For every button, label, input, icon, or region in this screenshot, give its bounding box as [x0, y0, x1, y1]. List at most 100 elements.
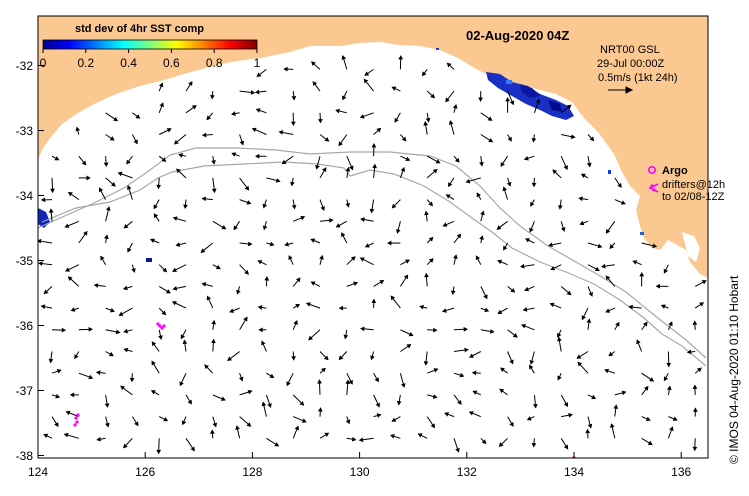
current-vector-head	[246, 422, 252, 427]
current-vector-head	[230, 111, 236, 116]
current-vector-head	[65, 267, 70, 272]
current-vector-head	[238, 376, 244, 382]
current-vector-head	[315, 164, 320, 170]
current-vector-head	[699, 302, 705, 307]
current-vector-head	[405, 156, 411, 162]
current-vector-head	[244, 185, 250, 191]
current-vector-head	[345, 379, 351, 385]
current-vector-head	[275, 178, 281, 183]
current-vector-head	[600, 263, 606, 269]
current-vector-head	[558, 205, 563, 210]
current-vector-head	[322, 167, 327, 173]
current-vector-head	[594, 266, 600, 272]
current-vector-head	[109, 136, 115, 141]
current-vector-head	[329, 218, 334, 223]
current-vector-head	[417, 433, 423, 438]
current-vector-head	[317, 379, 322, 384]
current-vector-head	[496, 225, 502, 230]
current-vector-head	[108, 351, 114, 357]
current-vector-head	[65, 410, 71, 416]
current-vector-head	[81, 160, 87, 166]
current-vector-head	[158, 82, 164, 88]
current-vector-head	[281, 159, 287, 165]
current-vector-head	[126, 159, 131, 165]
current-vector-head	[456, 233, 462, 239]
current-vector-head	[579, 220, 585, 226]
current-vector-head	[471, 370, 477, 376]
current-vector-head	[161, 310, 167, 316]
current-vector-head	[645, 416, 651, 422]
current-vector-head	[529, 359, 535, 365]
argo-line-2: to 02/08-12Z	[662, 191, 725, 203]
current-vector-head	[577, 361, 583, 367]
current-vector-head	[605, 228, 611, 234]
current-vector-head	[500, 367, 505, 372]
current-vector-head	[376, 127, 382, 133]
sst-std-patches	[38, 48, 644, 262]
colorbar-title: std dev of 4hr SST comp	[75, 23, 204, 35]
current-vector-head	[233, 225, 238, 231]
current-vector-head	[335, 223, 341, 228]
current-vector-head	[291, 95, 297, 101]
current-vector-head	[369, 208, 375, 214]
current-vector-head	[227, 356, 233, 361]
current-vector-head	[95, 370, 101, 376]
current-vector-head	[379, 280, 385, 285]
current-vector-head	[666, 362, 672, 368]
current-vector-head	[444, 412, 450, 417]
current-vector-head	[278, 130, 284, 135]
current-vector-head	[510, 288, 516, 293]
current-vector-head	[48, 358, 54, 364]
current-vector-head	[468, 411, 474, 416]
current-vector-head	[176, 168, 181, 174]
current-vector-head	[408, 331, 414, 337]
current-vector-head	[587, 423, 593, 429]
current-vector-head	[464, 347, 469, 353]
current-vector-head	[56, 369, 62, 374]
x-tick-label: 128	[242, 465, 262, 479]
current-vector-head	[390, 434, 395, 439]
current-vector-head	[210, 429, 215, 434]
current-vector-head	[428, 236, 434, 242]
current-vector-head	[390, 295, 396, 301]
current-vector-head	[605, 275, 611, 281]
current-vector-head	[463, 326, 469, 332]
current-vector-head	[122, 443, 128, 449]
current-vector-head	[165, 289, 171, 294]
current-vector-head	[506, 181, 512, 187]
current-vector-head	[64, 223, 70, 228]
info-line-3: 0.5m/s (1kt 24h)	[598, 72, 677, 84]
current-vector-head	[531, 138, 537, 143]
current-vector-head	[609, 423, 615, 428]
current-vector-head	[481, 439, 487, 445]
credit-text: © IMOS 04-Aug-2020 01:10 Hobart	[727, 275, 741, 464]
current-vector-head	[478, 97, 483, 102]
current-vector-head	[621, 390, 627, 396]
current-vector-head	[363, 78, 369, 84]
current-vector-head	[345, 419, 351, 425]
x-tick-label: 130	[350, 465, 370, 479]
current-vector-head	[113, 116, 119, 122]
current-vector-head	[349, 165, 354, 171]
current-vector-head	[686, 349, 692, 355]
current-vector-head	[69, 392, 75, 398]
current-vector-head	[446, 62, 452, 68]
current-vector-head	[317, 407, 323, 412]
current-vector-head	[161, 157, 167, 162]
y-tick-label: -38	[16, 449, 34, 463]
current-vector-head	[360, 217, 365, 222]
current-vector-head	[163, 417, 169, 422]
current-vector-head	[61, 327, 67, 333]
current-vector-head	[115, 329, 121, 335]
current-vector-head	[291, 204, 297, 210]
current-vector-head	[123, 328, 129, 334]
current-vector-head	[310, 61, 316, 67]
x-tick-label: 132	[457, 465, 477, 479]
current-vector-head	[335, 108, 340, 114]
current-vector-head	[156, 184, 162, 190]
current-vector-head	[435, 159, 441, 164]
current-vector-head	[441, 308, 447, 313]
current-vector-head	[581, 315, 586, 321]
current-vector-head	[324, 137, 330, 142]
current-vector-head	[210, 94, 215, 100]
